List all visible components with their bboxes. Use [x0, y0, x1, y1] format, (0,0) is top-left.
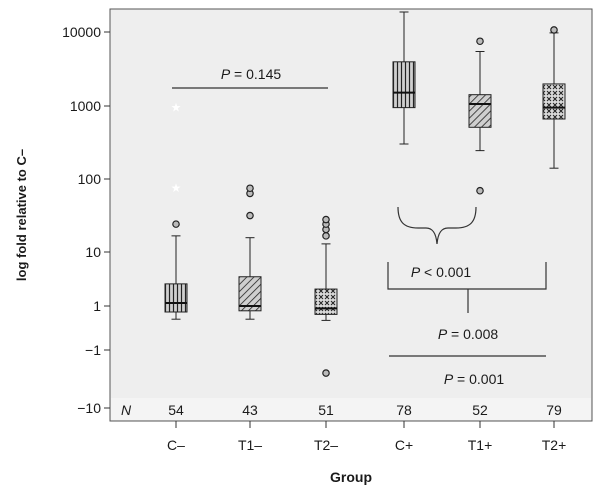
outlier-point [476, 186, 484, 195]
outlier-point [172, 220, 180, 228]
box-iqr [542, 83, 566, 120]
x-tick-label: C+ [395, 437, 413, 453]
extreme-point: ★ [171, 101, 182, 115]
brace [397, 206, 477, 245]
p-value-label: P = 0.145 [221, 66, 282, 82]
n-value: 54 [168, 402, 184, 418]
y-tick-label: 10000 [62, 24, 101, 40]
outlier-point [246, 211, 254, 220]
n-value: 51 [318, 402, 334, 418]
outlier-point [322, 369, 330, 377]
n-strip [111, 398, 591, 420]
box-iqr [238, 276, 262, 312]
outlier-point [246, 184, 254, 193]
n-row: N 54 43 51 78 52 79 [121, 402, 562, 418]
p-value-label: P < 0.001 [411, 264, 472, 280]
box-iqr [468, 94, 492, 128]
y-axis-title: log fold relative to C– [14, 149, 29, 281]
outlier-point [476, 37, 484, 46]
n-value: 79 [546, 402, 562, 418]
x-axis-title: Group [330, 469, 372, 485]
bracket-line [387, 262, 547, 290]
n-label: N [121, 402, 132, 418]
outlier-point [550, 26, 558, 34]
y-tick-label: 1 [93, 298, 101, 314]
boxes: ★★ [164, 11, 566, 377]
outlier-point [322, 215, 330, 224]
x-tick-label: T2– [314, 437, 338, 453]
x-tick-label: C– [167, 437, 185, 453]
n-value: 78 [396, 402, 412, 418]
annotations: P = 0.145 P < 0.001 P = 0.008 P = 0.001 [172, 66, 547, 387]
plot-panel [109, 8, 593, 422]
y-tick-label: 10 [85, 244, 101, 260]
y-tick-label: −1 [85, 342, 101, 358]
x-axis: C– T1– T2– C+ T1+ T2+ [167, 421, 566, 453]
x-tick-label: T2+ [542, 437, 567, 453]
y-tick-label: 1000 [70, 98, 101, 114]
x-tick-label: T1+ [468, 437, 493, 453]
p-value-label: P = 0.008 [438, 326, 499, 342]
y-tick-label: −10 [77, 400, 101, 416]
box-iqr [314, 288, 338, 315]
x-tick-label: T1– [238, 437, 262, 453]
box-iqr [392, 61, 416, 109]
n-value: 52 [472, 402, 488, 418]
y-axis: 10000 1000 100 10 1 −1 −10 [62, 24, 110, 416]
p-value-label: P = 0.001 [444, 371, 505, 387]
outlier-point [322, 232, 330, 240]
extreme-point: ★ [171, 181, 182, 195]
box-iqr [164, 283, 188, 313]
y-tick-label: 100 [78, 171, 102, 187]
n-value: 43 [242, 402, 258, 418]
